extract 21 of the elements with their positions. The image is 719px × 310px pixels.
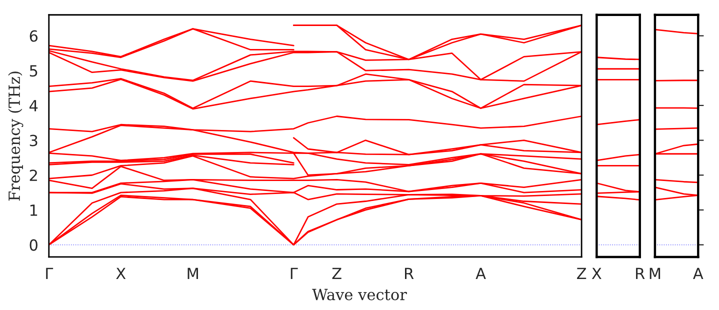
x-tick-label: M	[650, 268, 660, 280]
x-axis-title: Wave vector	[312, 288, 407, 300]
y-tick-label: 3	[30, 134, 38, 146]
x-tick-label: Γ	[46, 268, 54, 280]
x-tick-label: Z	[332, 268, 342, 280]
x-tick-label: X	[592, 268, 602, 280]
x-tick-label: X	[116, 268, 126, 280]
y-tick-label: 5	[30, 65, 38, 77]
x-tick-label: R	[636, 268, 645, 280]
y-tick-label: 4	[30, 100, 38, 112]
y-tick-label: 0	[30, 239, 38, 251]
x-tick-label: A	[693, 268, 704, 280]
x-tick-label: R	[405, 268, 414, 280]
y-tick-label: 6	[30, 30, 38, 42]
y-axis-title: Frequency (THz)	[8, 72, 24, 201]
x-tick-label: Z	[577, 268, 586, 280]
y-tick-label: 2	[30, 170, 37, 181]
y-tick-label: 1	[30, 204, 38, 216]
x-tick-label: A	[476, 268, 486, 280]
x-tick-label: Γ	[290, 268, 298, 280]
x-tick-label: M	[188, 268, 198, 280]
